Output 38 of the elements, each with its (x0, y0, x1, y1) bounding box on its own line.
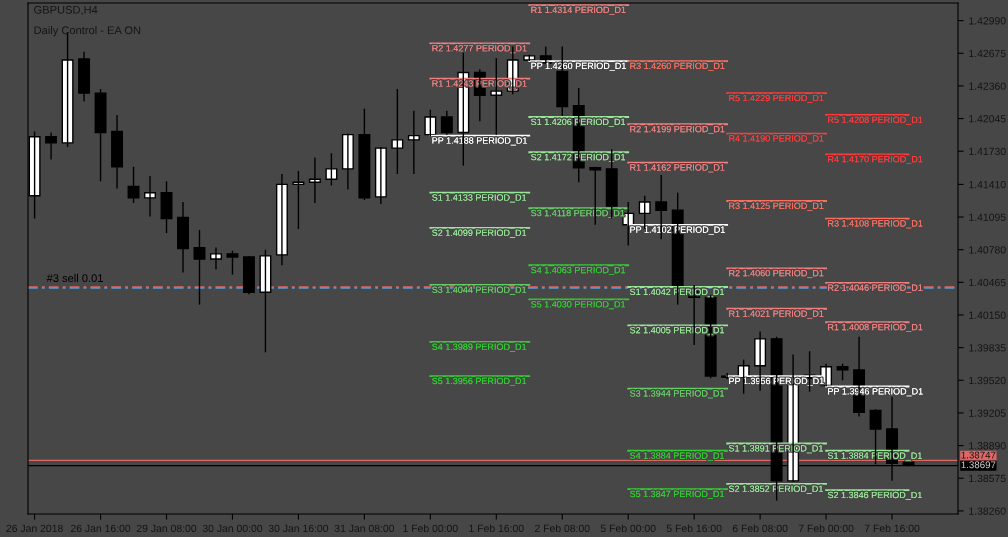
series-label: S1 1.3884 PERIOD_D1 (827, 452, 922, 461)
series-label: R2 1.4199 PERIOD_D1 (630, 125, 725, 134)
series-label: S1 1.4133 PERIOD_D1 (432, 194, 527, 203)
series-label: R4 1.4170 PERIOD_D1 (828, 155, 923, 165)
series-label: R3 1.4125 PERIOD_D1 (729, 202, 824, 211)
series-label: S2 1.4005 PERIOD_D1 (630, 326, 725, 336)
series-label: S5 1.3847 PERIOD_D1 (630, 490, 725, 499)
series-label: S5 1.3956 PERIOD_D1 (432, 377, 527, 386)
series-label: S2 1.4172 PERIOD_D1 (531, 153, 626, 162)
series-label: S2 1.3852 PERIOD_D1 (728, 485, 823, 494)
series-label: PP 1.4102 PERIOD_D1 (630, 226, 725, 235)
series-label: R1 1.4008 PERIOD_D1 (828, 323, 923, 332)
series-label: R4 1.4190 PERIOD_D1 (729, 135, 824, 144)
series-label: R1 1.4162 PERIOD_D1 (630, 164, 725, 173)
series-label: PP 1.4260 PERIOD_D1 (531, 62, 626, 71)
series-label: PP 1.4188 PERIOD_D1 (432, 137, 527, 146)
series-label: R2 1.4060 PERIOD_D1 (729, 269, 824, 279)
series-label: PP 1.3946 PERIOD_D1 (828, 388, 923, 397)
series-label: R5 1.4229 PERIOD_D1 (729, 94, 824, 103)
series-label: R3 1.4260 PERIOD_D1 (630, 62, 725, 71)
series-label: R2 1.4277 PERIOD_D1 (432, 45, 527, 54)
series-label: R5 1.4208 PERIOD_D1 (828, 116, 923, 125)
series-label: S4 1.4063 PERIOD_D1 (531, 266, 626, 275)
series-label: S5 1.4030 PERIOD_D1 (531, 301, 626, 310)
series-label: S1 1.4042 PERIOD_D1 (630, 288, 725, 297)
series-label: S3 1.3944 PERIOD_D1 (630, 390, 725, 399)
series-label: S4 1.3884 PERIOD_D1 (630, 452, 725, 461)
ref-line-label: 1.38697 (961, 461, 996, 469)
series-label: R1 1.4314 PERIOD_D1 (531, 6, 626, 15)
ref-line-label: 1.38747 (961, 451, 996, 459)
series-label: R3 1.4108 PERIOD_D1 (828, 220, 923, 229)
series-label: S2 1.3846 PERIOD_D1 (827, 491, 922, 500)
series-label: S4 1.3989 PERIOD_D1 (432, 343, 527, 352)
series-label: S2 1.4099 PERIOD_D1 (432, 229, 527, 238)
series-label: S3 1.4118 PERIOD_D1 (531, 209, 625, 218)
series-label: S1 1.4206 PERIOD_D1 (531, 118, 626, 127)
ref-line-label: #3 sell 0.01 (46, 273, 103, 283)
series-label: R1 1.4021 PERIOD_D1 (729, 310, 824, 319)
